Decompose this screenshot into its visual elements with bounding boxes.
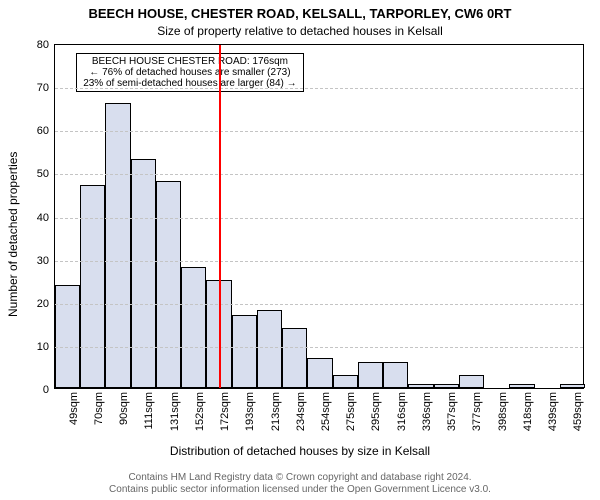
xtick-label: 172sqm <box>219 392 231 431</box>
bar <box>55 285 80 389</box>
bar <box>105 103 130 388</box>
xtick-label: 234sqm <box>295 392 307 431</box>
y-axis-label: Number of detached properties <box>6 151 20 316</box>
footnote: Contains HM Land Registry data © Crown c… <box>0 472 600 496</box>
footnote-line-2: Contains public sector information licen… <box>0 484 600 496</box>
grid-line <box>55 261 583 262</box>
bar <box>282 328 307 388</box>
xtick-label: 357sqm <box>446 392 458 431</box>
ytick-label: 20 <box>37 298 49 310</box>
grid-line <box>55 131 583 132</box>
xtick-label: 90sqm <box>118 392 130 425</box>
bar <box>509 384 534 388</box>
x-axis-label: Distribution of detached houses by size … <box>0 444 600 458</box>
xtick-label: 459sqm <box>572 392 584 431</box>
xtick-label: 49sqm <box>68 392 80 425</box>
grid-line <box>55 174 583 175</box>
plot-area: BEECH HOUSE CHESTER ROAD: 176sqm ← 76% o… <box>54 44 584 389</box>
bar <box>408 384 433 388</box>
bar <box>434 384 459 388</box>
xtick-label: 213sqm <box>270 392 282 431</box>
ytick-label: 40 <box>37 212 49 224</box>
marker-line <box>219 45 221 388</box>
footnote-line-1: Contains HM Land Registry data © Crown c… <box>0 472 600 484</box>
bar <box>307 358 332 388</box>
grid-line <box>55 88 583 89</box>
ytick-label: 80 <box>37 39 49 51</box>
annotation-box: BEECH HOUSE CHESTER ROAD: 176sqm ← 76% o… <box>76 53 303 92</box>
bar <box>383 362 408 388</box>
grid-line <box>55 218 583 219</box>
bars-layer <box>55 45 583 388</box>
bar <box>232 315 257 388</box>
bar <box>80 185 105 388</box>
bar <box>181 267 206 388</box>
bar <box>333 375 358 388</box>
xtick-label: 111sqm <box>143 392 155 430</box>
xtick-label: 131sqm <box>169 392 181 431</box>
xtick-label: 377sqm <box>471 392 483 431</box>
bar <box>156 181 181 388</box>
ytick-label: 70 <box>37 82 49 94</box>
ytick-label: 50 <box>37 168 49 180</box>
bar <box>560 384 585 388</box>
grid-line <box>55 304 583 305</box>
xtick-label: 336sqm <box>421 392 433 431</box>
ytick-label: 0 <box>43 384 49 396</box>
xtick-label: 398sqm <box>497 392 509 431</box>
ytick-label: 60 <box>37 125 49 137</box>
chart-title: BEECH HOUSE, CHESTER ROAD, KELSALL, TARP… <box>0 6 600 21</box>
xtick-label: 418sqm <box>522 392 534 431</box>
xtick-label: 193sqm <box>244 392 256 431</box>
annotation-line-1: BEECH HOUSE CHESTER ROAD: 176sqm <box>83 56 296 67</box>
xtick-label: 152sqm <box>194 392 206 431</box>
bar <box>459 375 484 388</box>
xtick-label: 316sqm <box>396 392 408 431</box>
bar <box>131 159 156 388</box>
ytick-label: 30 <box>37 255 49 267</box>
grid-line <box>55 347 583 348</box>
xtick-label: 439sqm <box>547 392 559 431</box>
bar <box>358 362 383 388</box>
annotation-line-2: ← 76% of detached houses are smaller (27… <box>83 67 296 78</box>
ytick-label: 10 <box>37 341 49 353</box>
xtick-label: 70sqm <box>93 392 105 425</box>
xtick-label: 254sqm <box>320 392 332 431</box>
xtick-label: 275sqm <box>345 392 357 431</box>
chart-subtitle: Size of property relative to detached ho… <box>0 24 600 38</box>
bar <box>257 310 282 388</box>
xtick-label: 295sqm <box>370 392 382 431</box>
chart-container: BEECH HOUSE, CHESTER ROAD, KELSALL, TARP… <box>0 0 600 500</box>
